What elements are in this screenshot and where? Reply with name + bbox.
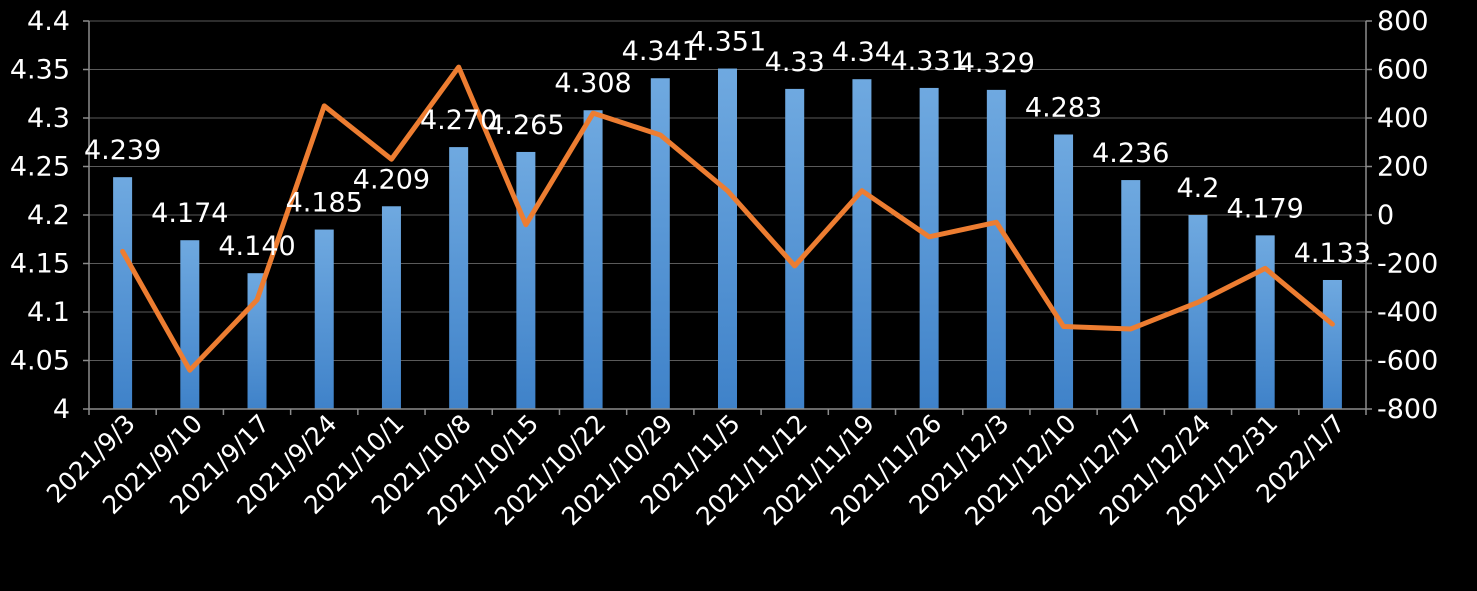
bar-data-label: 4.283	[1025, 92, 1102, 123]
bar	[986, 89, 1006, 410]
y-left-tick-label: 4.3	[27, 103, 70, 134]
bar	[1322, 279, 1342, 409]
y-left-tick-label: 4.1	[27, 297, 70, 328]
bar	[1188, 215, 1208, 409]
y-left-tick-label: 4.25	[10, 152, 70, 183]
line-series	[120, 64, 1335, 373]
y-left-tick-label: 4.35	[10, 55, 70, 86]
bar	[852, 79, 872, 409]
bar	[919, 87, 939, 410]
bar-data-label: 4.185	[286, 188, 363, 219]
bar-data-label: 4.329	[958, 48, 1035, 79]
bar	[583, 110, 603, 410]
bar-data-label: 4.179	[1227, 193, 1304, 224]
bar-data-label: 4.308	[554, 68, 631, 99]
y-left-tick-label: 4	[53, 394, 70, 425]
bar-data-label: 4.270	[420, 105, 497, 136]
bar	[516, 151, 536, 409]
bar	[650, 78, 670, 409]
bar-data-label: 4.265	[487, 110, 564, 141]
bar-data-label: 4.133	[1294, 238, 1371, 269]
bar-data-label: 4.2	[1176, 173, 1219, 204]
bar	[381, 206, 401, 409]
bar-data-label: 4.174	[151, 198, 228, 229]
y-right-tick-label: -400	[1377, 297, 1438, 328]
y-left-tick-label: 4.05	[10, 346, 70, 377]
bar-data-label: 4.351	[689, 27, 766, 58]
bar	[1121, 180, 1141, 409]
bar-data-label: 4.341	[622, 36, 699, 67]
bar-data-label: 4.209	[353, 164, 430, 195]
y-right-tick-label: -200	[1377, 249, 1438, 280]
bar-data-label: 4.140	[218, 231, 295, 262]
bar-data-label: 4.33	[765, 47, 825, 78]
bar-data-label: 4.331	[890, 46, 967, 77]
y-right-tick-label: -800	[1377, 394, 1438, 425]
y-left-tick-label: 4.2	[27, 200, 70, 231]
bar-data-label: 4.34	[832, 37, 892, 68]
y-right-tick-label: 400	[1377, 103, 1429, 134]
y-right-tick-label: 200	[1377, 152, 1429, 183]
bar	[113, 177, 133, 409]
y-right-tick-label: -600	[1377, 346, 1438, 377]
y-right-tick-label: 600	[1377, 55, 1429, 86]
bar	[449, 147, 469, 409]
bar	[785, 88, 805, 410]
y-right-tick-label: 800	[1377, 6, 1429, 37]
bar	[718, 68, 737, 409]
y-left-tick-label: 4.4	[27, 6, 70, 37]
y-right-tick-label: 0	[1377, 200, 1394, 231]
bar	[1054, 134, 1074, 410]
bar	[1255, 235, 1275, 409]
bar-data-label: 4.239	[84, 135, 161, 166]
bar	[180, 240, 200, 409]
bar-data-label: 4.236	[1092, 138, 1169, 169]
y-left-tick-label: 4.15	[10, 249, 70, 280]
bar	[314, 229, 334, 409]
